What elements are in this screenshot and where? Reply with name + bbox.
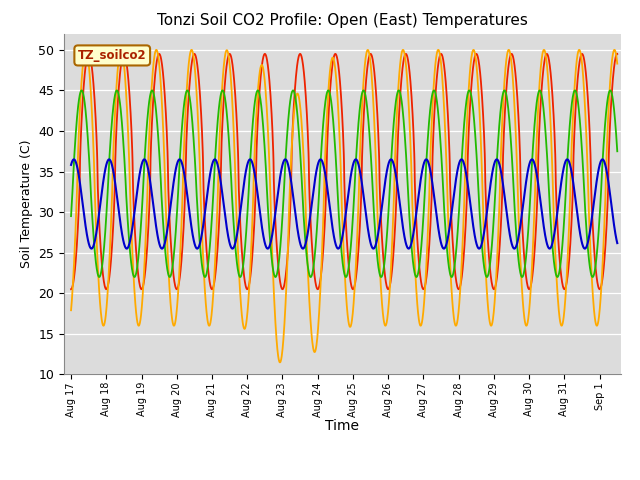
-8cm	[271, 274, 279, 280]
Text: TZ_soilco2: TZ_soilco2	[78, 49, 147, 62]
-16cm	[319, 159, 326, 165]
-4cm	[598, 273, 606, 279]
-8cm	[497, 100, 505, 106]
-2cm	[613, 51, 621, 57]
-16cm	[598, 157, 605, 163]
-2cm	[598, 282, 605, 288]
-2cm	[597, 283, 605, 289]
-4cm	[498, 131, 506, 137]
-8cm	[319, 131, 326, 136]
-16cm	[95, 210, 103, 216]
-16cm	[598, 156, 606, 162]
-4cm	[67, 307, 75, 313]
-8cm	[598, 180, 605, 186]
-2cm	[497, 217, 505, 223]
Y-axis label: Soil Temperature (C): Soil Temperature (C)	[20, 140, 33, 268]
-4cm	[276, 360, 284, 365]
-4cm	[613, 61, 621, 67]
-4cm	[333, 89, 341, 95]
-16cm	[333, 245, 340, 251]
X-axis label: Time: Time	[325, 420, 360, 433]
-4cm	[598, 278, 605, 284]
-8cm	[613, 148, 621, 154]
-16cm	[498, 173, 506, 179]
-16cm	[67, 162, 75, 168]
-8cm	[95, 274, 103, 280]
-8cm	[333, 176, 340, 182]
-16cm	[613, 240, 621, 246]
-4cm	[95, 284, 103, 289]
-8cm	[67, 213, 75, 219]
-2cm	[318, 261, 326, 266]
-8cm	[606, 87, 614, 93]
-8cm	[598, 175, 605, 180]
-16cm	[88, 246, 95, 252]
-16cm	[422, 156, 430, 162]
Line: -4cm: -4cm	[71, 50, 617, 362]
-2cm	[95, 214, 103, 219]
Line: -16cm: -16cm	[71, 159, 617, 249]
-2cm	[333, 53, 340, 59]
Line: -2cm: -2cm	[71, 54, 617, 289]
-4cm	[319, 231, 326, 237]
Title: Tonzi Soil CO2 Profile: Open (East) Temperatures: Tonzi Soil CO2 Profile: Open (East) Temp…	[157, 13, 528, 28]
-2cm	[67, 286, 75, 292]
Line: -8cm: -8cm	[71, 90, 617, 277]
-4cm	[188, 47, 195, 53]
